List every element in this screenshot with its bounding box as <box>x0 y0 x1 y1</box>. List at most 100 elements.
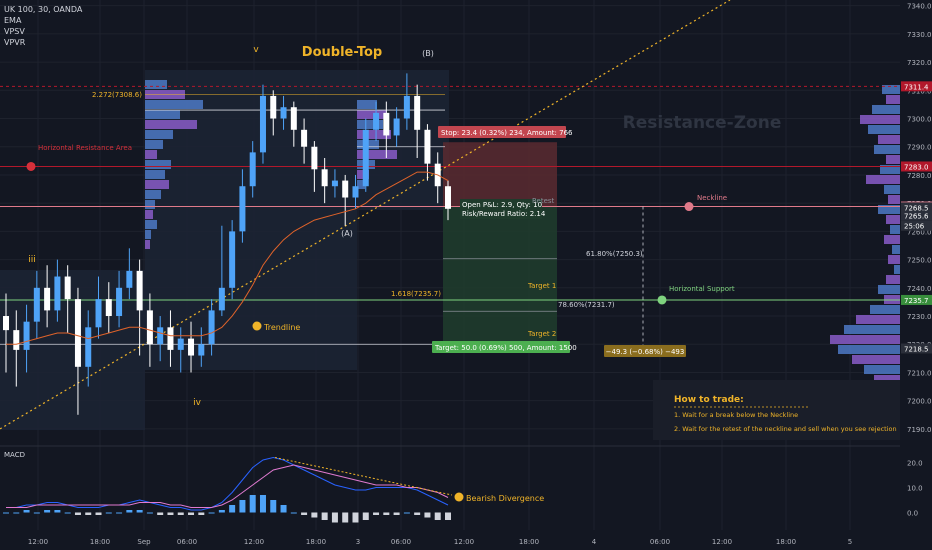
indicator-ema[interactable]: EMA <box>4 16 22 25</box>
macd-histogram-bar <box>311 512 318 518</box>
volume-profile-bar <box>852 355 900 364</box>
volume-profile-bar <box>884 185 900 194</box>
trendline-label: Trendline <box>263 323 300 332</box>
macd-histogram-bar <box>239 500 246 513</box>
macd-tick-label: 20.0 <box>907 460 923 468</box>
volume-profile-bar <box>878 135 900 144</box>
volume-profile-bar <box>890 225 900 234</box>
how-to-trade-title: How to trade: <box>674 395 744 405</box>
fib-272-label: 2.272(7308.6) <box>92 91 142 99</box>
candle-body <box>259 95 266 153</box>
price-badge-label: 7265.6 <box>904 213 929 221</box>
candle-body <box>64 276 71 300</box>
macd-histogram-bar <box>188 512 195 515</box>
volume-profile-bar <box>145 100 203 109</box>
candle-body <box>146 310 153 345</box>
volume-profile-bar <box>888 255 900 264</box>
macd-histogram-bar <box>434 512 441 520</box>
time-tick-label: 12:00 <box>244 538 264 546</box>
volume-profile-bar <box>145 140 163 149</box>
volume-profile-bar <box>145 180 169 189</box>
volume-profile-bar <box>830 335 900 344</box>
price-badge <box>901 161 932 172</box>
volume-profile-bar <box>886 95 900 104</box>
volume-profile-bar <box>145 210 153 219</box>
volume-profile-bar <box>874 375 900 384</box>
candle-body <box>198 344 205 356</box>
candle-body <box>249 152 256 187</box>
indicator-vpsv[interactable]: VPSV <box>4 27 25 36</box>
volume-profile-bar <box>864 365 900 374</box>
price-badge-label: 7311.4 <box>904 83 929 91</box>
candle-body <box>352 186 359 198</box>
volume-profile-bar <box>884 235 900 244</box>
macd-histogram-bar <box>146 512 153 514</box>
volume-profile-bar <box>894 265 900 274</box>
macd-histogram-bar <box>157 512 164 515</box>
volume-profile-bar <box>145 130 173 139</box>
indicator-vpvr[interactable]: VPVR <box>4 38 26 47</box>
candle-body <box>105 299 112 317</box>
candle-body <box>44 287 51 311</box>
volume-profile-bar <box>357 120 383 129</box>
candle-body <box>321 169 328 187</box>
candle-body <box>373 112 380 130</box>
time-tick-label: 5 <box>848 538 852 546</box>
wave-label-iv: iv <box>193 398 202 408</box>
price-tick-label: 7240.0 <box>907 285 932 293</box>
macd-histogram-bar <box>373 512 380 515</box>
macd-histogram-bar <box>116 512 123 514</box>
volume-profile-bar <box>868 125 900 134</box>
candle-body <box>116 287 123 317</box>
macd-histogram-bar <box>13 512 20 514</box>
measure-label: −49.3 (−0.68%) −493 <box>606 348 685 356</box>
candle-body <box>208 310 215 345</box>
macd-histogram-bar <box>362 512 369 520</box>
candle-body <box>177 338 184 350</box>
macd-histogram-bar <box>301 512 308 515</box>
volume-profile-bar <box>145 120 197 129</box>
support-label: Horizontal Support <box>669 285 735 293</box>
volume-profile-bar <box>357 100 377 109</box>
price-badge <box>901 202 932 213</box>
how-to-trade-box <box>653 380 900 440</box>
volume-profile-bar <box>856 315 900 324</box>
candle-body <box>167 327 174 350</box>
time-tick-label: 12:00 <box>28 538 48 546</box>
candle-body <box>188 338 195 356</box>
fib-786-label: 78.60%(7231.7) <box>558 301 615 309</box>
volume-profile-bar <box>844 325 900 334</box>
macd-histogram-bar <box>229 505 236 513</box>
price-badge-label: 7283.0 <box>904 163 929 171</box>
trendline <box>0 0 731 430</box>
time-tick-label: 3 <box>356 538 360 546</box>
candle-body <box>54 276 61 311</box>
time-tick-label: 18:00 <box>306 538 326 546</box>
volume-profile-bar <box>357 150 397 159</box>
candle-body <box>136 270 143 311</box>
candle-body <box>424 129 431 164</box>
neckline-label: Neckline <box>697 194 727 202</box>
price-badge <box>901 294 932 305</box>
candle-body <box>301 129 308 147</box>
time-tick-label: 12:00 <box>454 538 474 546</box>
candle-body <box>393 118 400 136</box>
macd-histogram-bar <box>85 512 92 515</box>
macd-histogram-bar <box>331 512 338 523</box>
price-badge <box>901 343 932 354</box>
volume-profile-bar <box>357 110 387 119</box>
volume-profile-bar <box>878 205 900 214</box>
price-tick-label: 7340.0 <box>907 3 932 11</box>
candle-body <box>126 270 133 288</box>
volume-profile-bar <box>145 200 155 209</box>
macd-histogram-bar <box>44 510 51 513</box>
divergence-marker <box>454 492 464 502</box>
volume-profile-bar <box>145 230 151 239</box>
candle-body <box>157 327 164 345</box>
price-badge <box>901 220 932 231</box>
macd-histogram-bar <box>95 512 102 515</box>
wave-label-iii: iii <box>28 255 36 265</box>
target-zone <box>443 206 557 348</box>
volume-profile-bar <box>838 345 900 354</box>
